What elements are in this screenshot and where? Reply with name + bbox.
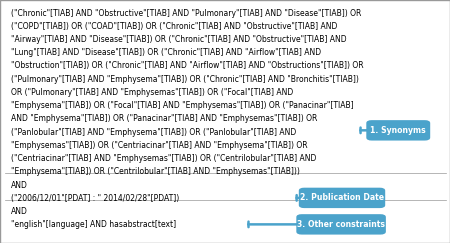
Text: OR ("Pulmonary"[TIAB] AND "Emphysemas"[TIAB]) OR ("Focal"[TIAB] AND: OR ("Pulmonary"[TIAB] AND "Emphysemas"[T… (11, 88, 293, 97)
Text: ("Chronic"[TIAB] AND "Obstructive"[TIAB] AND "Pulmonary"[TIAB] AND "Disease"[TIA: ("Chronic"[TIAB] AND "Obstructive"[TIAB]… (11, 9, 362, 17)
Text: ("Centriacinar"[TIAB] AND "Emphysemas"[TIAB]) OR ("Centrilobular"[TIAB] AND: ("Centriacinar"[TIAB] AND "Emphysemas"[T… (11, 154, 317, 163)
Text: AND "Emphysema"[TIAB]) OR ("Panacinar"[TIAB] AND "Emphysemas"[TIAB]) OR: AND "Emphysema"[TIAB]) OR ("Panacinar"[T… (11, 114, 318, 123)
Text: "Lung"[TIAB] AND "Disease"[TIAB]) OR ("Chronic"[TIAB] AND "Airflow"[TIAB] AND: "Lung"[TIAB] AND "Disease"[TIAB]) OR ("C… (11, 48, 321, 57)
Text: "Obstruction"[TIAB]) OR ("Chronic"[TIAB] AND "Airflow"[TIAB] AND "Obstructions"[: "Obstruction"[TIAB]) OR ("Chronic"[TIAB]… (11, 61, 364, 70)
Text: ("2006/12/01"[PDAT] : " 2014/02/28"[PDAT]): ("2006/12/01"[PDAT] : " 2014/02/28"[PDAT… (11, 194, 180, 203)
FancyBboxPatch shape (366, 120, 430, 140)
Text: "Emphysema"[TIAB]) OR ("Centrilobular"[TIAB] AND "Emphysemas"[TIAB])): "Emphysema"[TIAB]) OR ("Centrilobular"[T… (11, 167, 300, 176)
Text: "Emphysemas"[TIAB]) OR ("Centriacinar"[TIAB] AND "Emphysema"[TIAB]) OR: "Emphysemas"[TIAB]) OR ("Centriacinar"[T… (11, 141, 308, 150)
Text: AND: AND (11, 207, 28, 216)
Text: "english"[language] AND hasabstract[text]: "english"[language] AND hasabstract[text… (11, 220, 176, 229)
Text: 2. Publication Date: 2. Publication Date (300, 193, 384, 202)
Text: "Emphysema"[TIAB]) OR ("Focal"[TIAB] AND "Emphysemas"[TIAB]) OR ("Panacinar"[TIA: "Emphysema"[TIAB]) OR ("Focal"[TIAB] AND… (11, 101, 354, 110)
Text: ("COPD"[TIAB]) OR ("COAD"[TIAB]) OR ("Chronic"[TIAB] AND "Obstructive"[TIAB] AND: ("COPD"[TIAB]) OR ("COAD"[TIAB]) OR ("Ch… (11, 22, 338, 31)
Text: ("Panlobular"[TIAB] AND "Emphysema"[TIAB]) OR ("Panlobular"[TIAB] AND: ("Panlobular"[TIAB] AND "Emphysema"[TIAB… (11, 128, 297, 137)
FancyBboxPatch shape (299, 188, 385, 208)
Text: AND: AND (11, 181, 28, 190)
Text: 3. Other constraints: 3. Other constraints (297, 220, 385, 229)
Text: ("Pulmonary"[TIAB] AND "Emphysema"[TIAB]) OR ("Chronic"[TIAB] AND "Bronchitis"[T: ("Pulmonary"[TIAB] AND "Emphysema"[TIAB]… (11, 75, 359, 84)
FancyBboxPatch shape (296, 214, 386, 234)
Text: "Airway"[TIAB] AND "Disease"[TIAB]) OR ("Chronic"[TIAB] AND "Obstructive"[TIAB] : "Airway"[TIAB] AND "Disease"[TIAB]) OR (… (11, 35, 347, 44)
Text: 1. Synonyms: 1. Synonyms (370, 126, 426, 135)
